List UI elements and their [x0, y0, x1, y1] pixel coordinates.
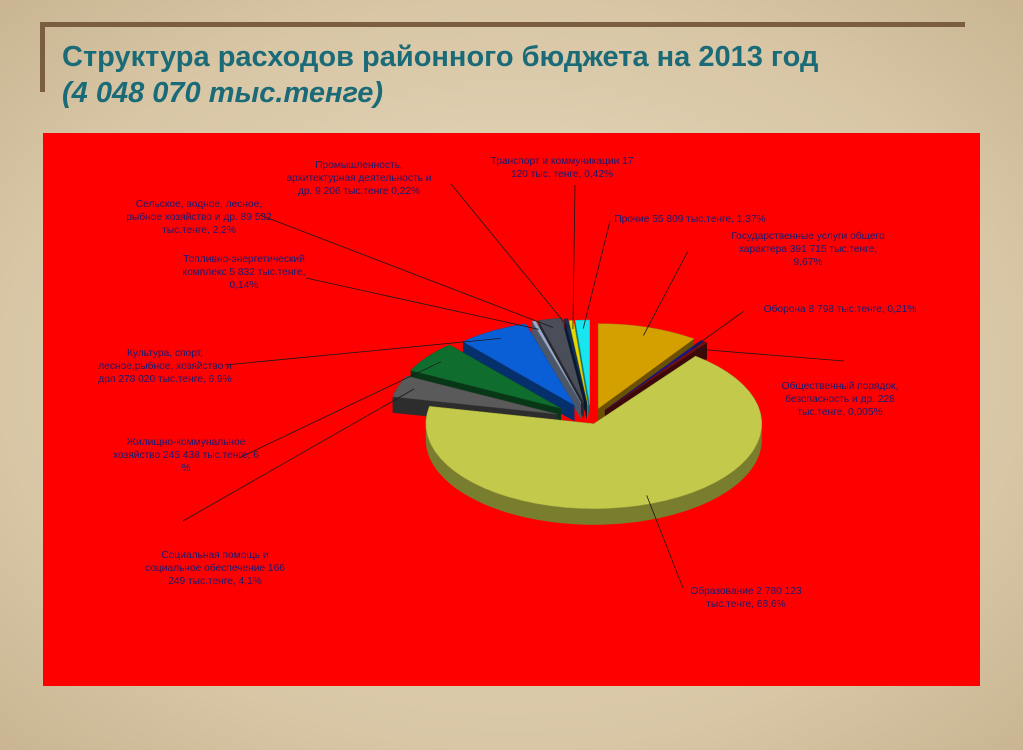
slice-label-11: Транспорт и коммуникации 17 120 тыс. тенг… [491, 156, 634, 180]
pie-labels: Государственные услуги общего характера 3… [98, 156, 916, 610]
pie-slice-1 [597, 323, 695, 410]
leader-line [646, 495, 684, 589]
leader-line [582, 220, 611, 329]
pie-slice-9 [538, 317, 584, 403]
title-frame-left [40, 22, 45, 92]
slice-label-3: Общественный порядок, безопасность и др. … [782, 380, 899, 418]
pie-slice-6 [410, 344, 562, 409]
slice-label-9: Сельское, водное, лесное, рыбное хозяйств… [126, 199, 272, 236]
title-frame-top [40, 22, 965, 27]
leader-line [643, 250, 689, 336]
pie-slice-10 [563, 318, 588, 404]
slice-label-10: Промышленность, архитектурная деятельност… [287, 160, 432, 197]
leader-line [450, 183, 569, 328]
slice-label-8: Топливно-энергетический комплекс 5 832 ты… [183, 254, 306, 291]
pie-slice-3 [605, 341, 708, 411]
pie-slice-7 [462, 323, 576, 406]
pie-slice-side [425, 422, 762, 525]
chart-area: Государственные услуги общего характера 3… [43, 133, 980, 686]
pie-tops [392, 317, 762, 510]
leader-line [572, 184, 576, 330]
pie-slice-5 [392, 375, 558, 415]
slice-label-1: Государственные услуги общего характера 3… [731, 230, 885, 268]
leader-line [305, 277, 539, 330]
pie-leader-lines [182, 183, 845, 589]
pie-chart: Государственные услуги общего характера 3… [98, 156, 916, 610]
pie-slice-11 [568, 320, 589, 406]
slice-label-12: Прочие 55 809 тыс.тенге, 1,37% [614, 214, 765, 225]
slice-label-4: Образование 2 780 123 тыс.тенге, 68,6% [690, 585, 802, 610]
page-title: Структура расходов районного бюджета на … [62, 41, 819, 73]
leader-line [224, 338, 501, 366]
leader-line [695, 348, 845, 362]
pie-slice-4 [425, 355, 762, 510]
slice-label-2: Оборона 8 798 тыс.тенге, 0,21% [764, 303, 917, 315]
slice-label-7: Культура, спорт, лесное,рыбное, хозяйство… [98, 348, 232, 385]
slice-label-6: Жилищно-коммунальное хозяйство 245 438 ты… [113, 437, 259, 474]
pie-slice-12 [574, 319, 590, 406]
leader-line [182, 388, 415, 522]
leader-line [259, 214, 554, 328]
leader-line [238, 361, 442, 459]
slice-label-5: Социальная помощь и социальное обеспечени… [145, 550, 285, 587]
leader-line [692, 310, 745, 349]
page-subtitle: (4 048 070 тыс.тенге) [62, 77, 384, 109]
